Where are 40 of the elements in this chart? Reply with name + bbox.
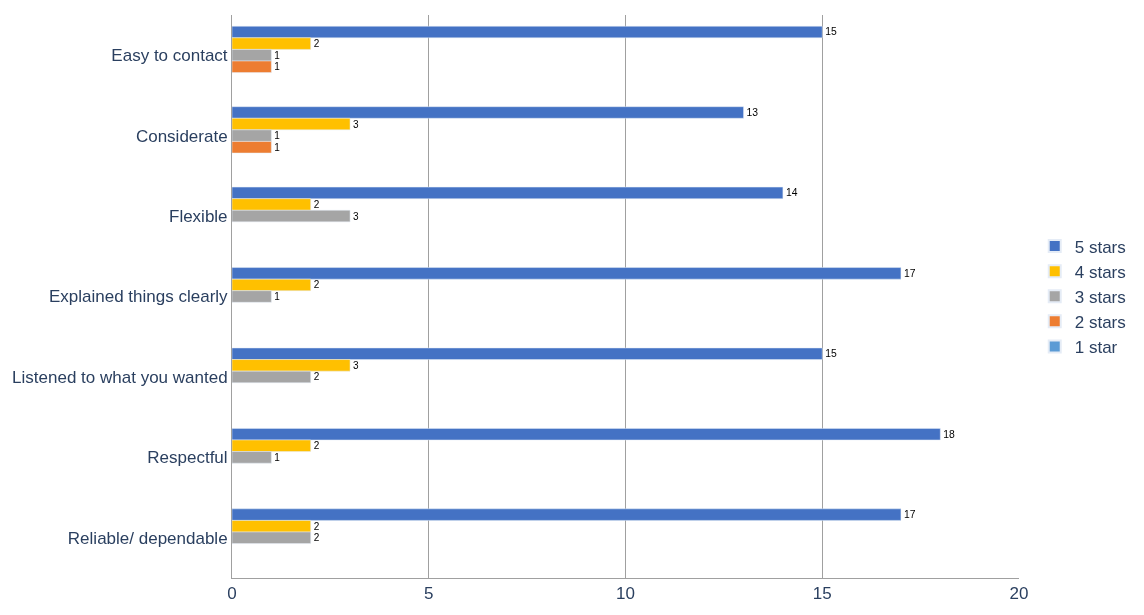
data-label: 2 — [313, 440, 320, 452]
data-label: 15 — [825, 348, 838, 360]
legend-label: 1 star — [1074, 338, 1118, 358]
x-tick-label: 20 — [1009, 584, 1029, 604]
legend-label: 4 stars — [1074, 262, 1126, 282]
data-label: 3 — [353, 359, 360, 371]
data-label: 14 — [785, 187, 798, 199]
legend-label: 3 stars — [1074, 287, 1126, 307]
data-label: 1 — [274, 451, 281, 463]
data-label: 13 — [746, 106, 759, 118]
data-label: 2 — [313, 279, 320, 291]
data-label: 17 — [903, 508, 916, 520]
y-tick-label: Considerate — [135, 126, 228, 146]
data-label: 1 — [274, 130, 281, 142]
data-label: 17 — [903, 267, 916, 279]
data-label: 15 — [825, 26, 838, 38]
data-label: 18 — [943, 428, 956, 440]
y-tick-label: Reliable/ dependable — [67, 528, 228, 548]
y-tick-label: Easy to contact — [111, 46, 228, 66]
data-label: 3 — [353, 118, 360, 130]
legend-label: 2 stars — [1074, 312, 1126, 332]
y-tick-label: Flexible — [169, 207, 228, 227]
x-tick-label: 10 — [616, 584, 635, 604]
y-tick-label: Listened to what you wanted — [12, 367, 228, 387]
x-tick-label: 15 — [812, 584, 832, 604]
x-tick-label: 0 — [227, 584, 237, 604]
x-tick-label: 5 — [424, 584, 434, 604]
y-tick-label: Respectful — [147, 448, 228, 468]
data-label: 1 — [274, 290, 281, 302]
data-label: 2 — [313, 198, 320, 210]
data-label: 1 — [274, 49, 281, 61]
data-label: 1 — [274, 141, 281, 153]
y-tick-label: Explained things clearly — [48, 287, 229, 307]
data-label: 1 — [274, 61, 281, 73]
data-label: 3 — [353, 210, 360, 222]
data-label: 2 — [313, 532, 320, 544]
legend-label: 5 stars — [1074, 237, 1126, 257]
data-label: 2 — [313, 371, 320, 383]
data-label: 2 — [313, 38, 320, 50]
data-label: 2 — [313, 520, 320, 532]
